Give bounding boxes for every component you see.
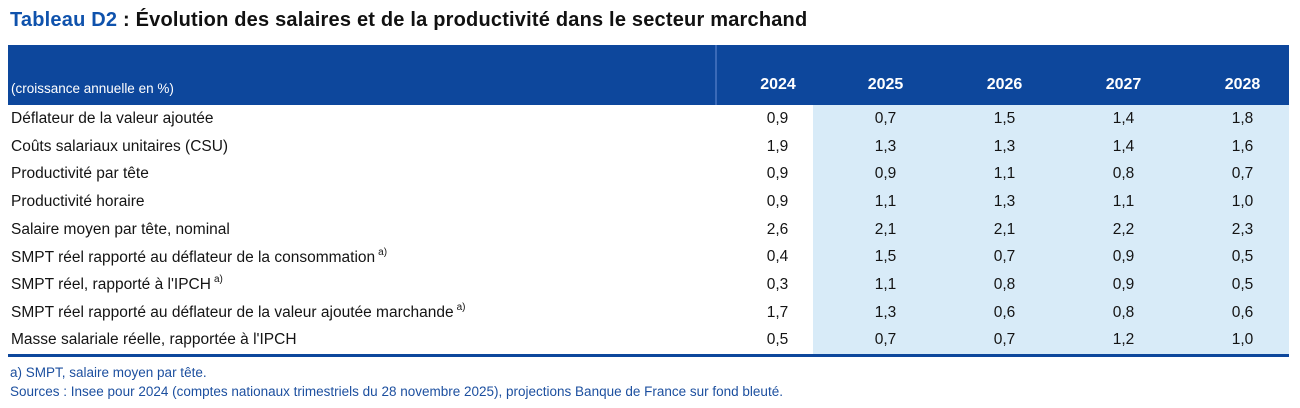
footnote-marker: a) <box>456 302 466 314</box>
footnote-a: a) SMPT, salaire moyen par tête. <box>10 365 207 381</box>
value-cell: 0,8 <box>1051 298 1170 327</box>
value-cell: 0,6 <box>1170 298 1289 327</box>
value-cell: 1,1 <box>932 160 1051 189</box>
year-header-2025: 2025 <box>813 45 932 105</box>
value-cell: 2,1 <box>932 215 1051 244</box>
row-label: Déflateur de la valeur ajoutée <box>11 109 214 127</box>
value-cell: 1,1 <box>813 271 932 299</box>
value-cell: 0,3 <box>766 275 789 293</box>
table-row: Salaire moyen par tête, nominal 2,6 2,1 2,1… <box>8 215 1289 244</box>
value-cell: 1,7 <box>766 303 789 321</box>
value-cell: 2,2 <box>1051 215 1170 244</box>
value-cell: 1,3 <box>932 132 1051 161</box>
value-cell: 0,9 <box>766 165 789 183</box>
footnote-marker: a) <box>213 274 223 286</box>
table-title: Tableau D2 : Évolution des salaires et d… <box>0 0 1300 45</box>
row-label: Productivité par tête <box>11 165 149 183</box>
value-cell: 0,5 <box>766 331 789 349</box>
value-cell: 1,1 <box>1051 188 1170 216</box>
value-cell: 1,3 <box>813 132 932 161</box>
unit-label: (croissance annuelle en %) <box>8 45 716 105</box>
value-cell: 1,0 <box>1170 188 1289 216</box>
value-cell: 0,4 <box>766 248 789 266</box>
value-cell: 0,9 <box>1051 243 1170 272</box>
table-title-text: Évolution des salaires et de la producti… <box>135 9 808 31</box>
value-cell: 0,9 <box>1051 271 1170 299</box>
row-label: Salaire moyen par tête, nominal <box>11 220 230 238</box>
value-cell: 0,8 <box>1051 160 1170 189</box>
value-cell: 1,4 <box>1051 132 1170 161</box>
value-cell: 0,7 <box>813 326 932 356</box>
table-row: Masse salariale réelle, rapportée à l'IP… <box>8 326 1289 356</box>
table-row: SMPT réel rapporté au déflateur de la co… <box>8 243 1289 272</box>
value-cell: 1,3 <box>813 298 932 327</box>
table-title-number: Tableau D2 <box>10 9 118 31</box>
year-header-2028: 2028 <box>1170 45 1289 105</box>
value-cell: 0,7 <box>932 326 1051 356</box>
footnotes: a) SMPT, salaire moyen par tête. Sources… <box>10 364 1300 401</box>
header-row: (croissance annuelle en %) 2024 2025 202… <box>8 45 1289 105</box>
row-label: Masse salariale réelle, rapportée à l'IP… <box>11 331 297 349</box>
value-cell: 1,6 <box>1170 132 1289 161</box>
value-cell: 1,1 <box>813 188 932 216</box>
value-cell: 0,7 <box>1170 160 1289 189</box>
row-label: Productivité horaire <box>11 192 145 210</box>
table-row: SMPT réel rapporté au déflateur de la va… <box>8 298 1289 327</box>
table-row: SMPT réel, rapporté à l'IPCH a) 0,3 1,1 0,8 0… <box>8 271 1289 299</box>
table-header: (croissance annuelle en %) 2024 2025 202… <box>8 45 1289 105</box>
value-cell: 1,5 <box>932 105 1051 133</box>
sources-note: Sources : Insee pour 2024 (comptes natio… <box>10 383 783 399</box>
value-cell: 0,8 <box>932 271 1051 299</box>
footnote-marker: a) <box>378 246 388 258</box>
value-cell: 0,6 <box>932 298 1051 327</box>
value-cell: 1,9 <box>766 137 789 155</box>
value-cell: 1,0 <box>1170 326 1289 356</box>
value-cell: 0,7 <box>813 105 932 133</box>
row-label: Coûts salariaux unitaires (CSU) <box>11 137 229 155</box>
value-cell: 1,4 <box>1051 105 1170 133</box>
table-row: Productivité horaire 0,9 1,1 1,3 1,1 1,0 <box>8 188 1289 216</box>
value-cell: 1,5 <box>813 243 932 272</box>
salary-productivity-table: (croissance annuelle en %) 2024 2025 202… <box>8 45 1289 358</box>
value-cell: 1,3 <box>932 188 1051 216</box>
year-header-2024: 2024 <box>715 45 813 105</box>
row-label: SMPT réel rapporté au déflateur de la co… <box>11 246 388 266</box>
row-label: SMPT réel, rapporté à l'IPCH a) <box>11 274 223 294</box>
value-cell: 0,7 <box>932 243 1051 272</box>
value-cell: 1,8 <box>1170 105 1289 133</box>
year-header-2026: 2026 <box>932 45 1051 105</box>
value-cell: 0,9 <box>813 160 932 189</box>
table-body: Déflateur de la valeur ajoutée 0,9 0,7 1,5 1… <box>8 105 1289 356</box>
table-row: Déflateur de la valeur ajoutée 0,9 0,7 1,5 1… <box>8 105 1289 133</box>
value-cell: 2,6 <box>766 220 789 238</box>
value-cell: 0,9 <box>766 109 789 127</box>
value-cell: 1,2 <box>1051 326 1170 356</box>
year-header-2027: 2027 <box>1051 45 1170 105</box>
row-label: SMPT réel rapporté au déflateur de la va… <box>11 302 466 322</box>
value-cell: 0,9 <box>766 192 789 210</box>
value-cell: 0,5 <box>1170 243 1289 272</box>
title-separator: : <box>117 9 136 31</box>
table-row: Coûts salariaux unitaires (CSU) 1,9 1,3 1,3… <box>8 132 1289 161</box>
value-cell: 2,1 <box>813 215 932 244</box>
table-row: Productivité par tête 0,9 0,9 1,1 0,8 0,7 <box>8 160 1289 189</box>
value-cell: 2,3 <box>1170 215 1289 244</box>
value-cell: 0,5 <box>1170 271 1289 299</box>
